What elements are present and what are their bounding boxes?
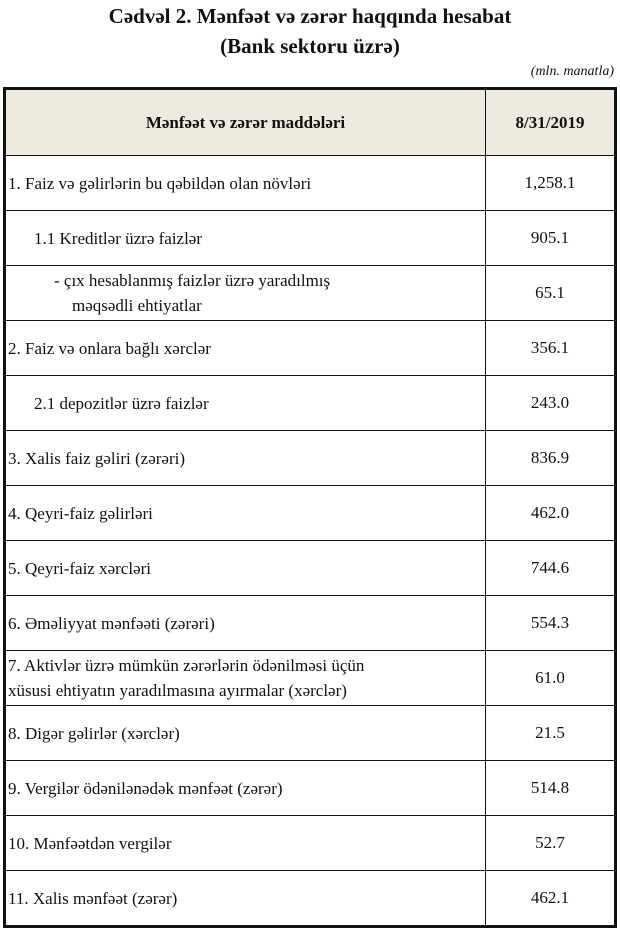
row-label: 1.1 Kreditlər üzrə faizlər [4, 210, 486, 266]
row-value: 744.6 [485, 540, 616, 596]
row-label: 5. Qeyri-faiz xərcləri [4, 540, 486, 596]
row-value: 462.0 [485, 485, 616, 541]
income-statement-table: Mənfəət və zərər maddələri 8/31/2019 1. … [3, 87, 617, 928]
row-label-line: 7. Aktivlər üzrə mümkün zərərlərin ödəni… [8, 656, 365, 675]
row-label: 11. Xalis mənfəət (zərər) [4, 870, 486, 927]
row-label-line: 9. Vergilər ödənilənədək mənfəət (zərər) [8, 778, 283, 798]
row-label-line: 6. Əməliyyat mənfəəti (zərəri) [8, 613, 215, 633]
row-label: 6. Əməliyyat mənfəəti (zərəri) [4, 595, 486, 651]
row-label: 3. Xalis faiz gəliri (zərəri) [4, 430, 486, 486]
row-label: 9. Vergilər ödənilənədək mənfəət (zərər) [4, 760, 486, 816]
row-label: - çıx hesablanmış faizlər üzrə yaradılmı… [4, 265, 486, 321]
row-label-line: xüsusi ehtiyatın yaradılmasına ayırmalar… [8, 681, 347, 700]
row-label-line: 1. Faiz və gəlirlərin bu qəbildən olan n… [8, 173, 312, 193]
row-label-line: məqsədli ehtiyatlar [72, 296, 202, 315]
row-label-line: - çıx hesablanmış faizlər üzrə yaradılmı… [54, 271, 331, 290]
row-value: 836.9 [485, 430, 616, 486]
unit-note: (mln. manatla) [530, 64, 614, 79]
row-value: 65.1 [485, 265, 616, 321]
row-label: 1. Faiz və gəlirlərin bu qəbildən olan n… [4, 155, 486, 211]
row-label: 4. Qeyri-faiz gəlirləri [4, 485, 486, 541]
table-row: 2.1 depozitlər üzrə faizlər 243.0 [4, 375, 616, 431]
table-subtitle: (Bank sektoru üzrə) [220, 34, 400, 58]
table-row: 8. Digər gəlirlər (xərclər) 21.5 [4, 705, 616, 761]
row-label: 2. Faiz və onlara bağlı xərclər [4, 320, 486, 376]
table-row: 10. Mənfəətdən vergilər 52.7 [4, 815, 616, 871]
row-value: 905.1 [485, 210, 616, 266]
row-value: 356.1 [485, 320, 616, 376]
table-row: 7. Aktivlər üzrə mümkün zərərlərin ödəni… [4, 650, 616, 706]
header-date: 8/31/2019 [485, 88, 616, 156]
table-row: 1. Faiz və gəlirlərin bu qəbildən olan n… [4, 155, 616, 211]
row-value: 1,258.1 [485, 155, 616, 211]
row-label: 7. Aktivlər üzrə mümkün zərərlərin ödəni… [4, 650, 486, 706]
table-row: 11. Xalis mənfəət (zərər) 462.1 [4, 870, 616, 927]
row-value: 243.0 [485, 375, 616, 431]
table-row: - çıx hesablanmış faizlər üzrə yaradılmı… [4, 265, 616, 321]
row-label-line: 1.1 Kreditlər üzrə faizlər [34, 228, 203, 248]
row-label: 8. Digər gəlirlər (xərclər) [4, 705, 486, 761]
row-label-line: 3. Xalis faiz gəliri (zərəri) [8, 448, 185, 468]
row-label-line: 2. Faiz və onlara bağlı xərclər [8, 338, 211, 358]
row-value: 21.5 [485, 705, 616, 761]
row-label: 2.1 depozitlər üzrə faizlər [4, 375, 486, 431]
row-label-line: 10. Mənfəətdən vergilər [8, 833, 172, 853]
table-row: 9. Vergilər ödənilənədək mənfəət (zərər)… [4, 760, 616, 816]
row-label-line: 8. Digər gəlirlər (xərclər) [8, 723, 180, 743]
row-value: 52.7 [485, 815, 616, 871]
row-label-line: 11. Xalis mənfəət (zərər) [8, 888, 178, 908]
table-row: 3. Xalis faiz gəliri (zərəri) 836.9 [4, 430, 616, 486]
row-label-line: 4. Qeyri-faiz gəlirləri [8, 503, 153, 523]
row-value: 462.1 [485, 870, 616, 927]
header-row: Mənfəət və zərər maddələri 8/31/2019 [4, 88, 616, 156]
row-label-line: 2.1 depozitlər üzrə faizlər [34, 393, 209, 413]
table-row: 6. Əməliyyat mənfəəti (zərəri) 554.3 [4, 595, 616, 651]
row-value: 514.8 [485, 760, 616, 816]
table-row: 4. Qeyri-faiz gəlirləri 462.0 [4, 485, 616, 541]
row-value: 554.3 [485, 595, 616, 651]
row-value: 61.0 [485, 650, 616, 706]
table-title: Cədvəl 2. Mənfəət və zərər haqqında hesa… [108, 4, 512, 28]
header-items: Mənfəət və zərər maddələri [4, 88, 486, 156]
row-label: 10. Mənfəətdən vergilər [4, 815, 486, 871]
table-row: 5. Qeyri-faiz xərcləri 744.6 [4, 540, 616, 596]
row-label-line: 5. Qeyri-faiz xərcləri [8, 558, 151, 578]
table-row: 1.1 Kreditlər üzrə faizlər 905.1 [4, 210, 616, 266]
table-row: 2. Faiz və onlara bağlı xərclər 356.1 [4, 320, 616, 376]
